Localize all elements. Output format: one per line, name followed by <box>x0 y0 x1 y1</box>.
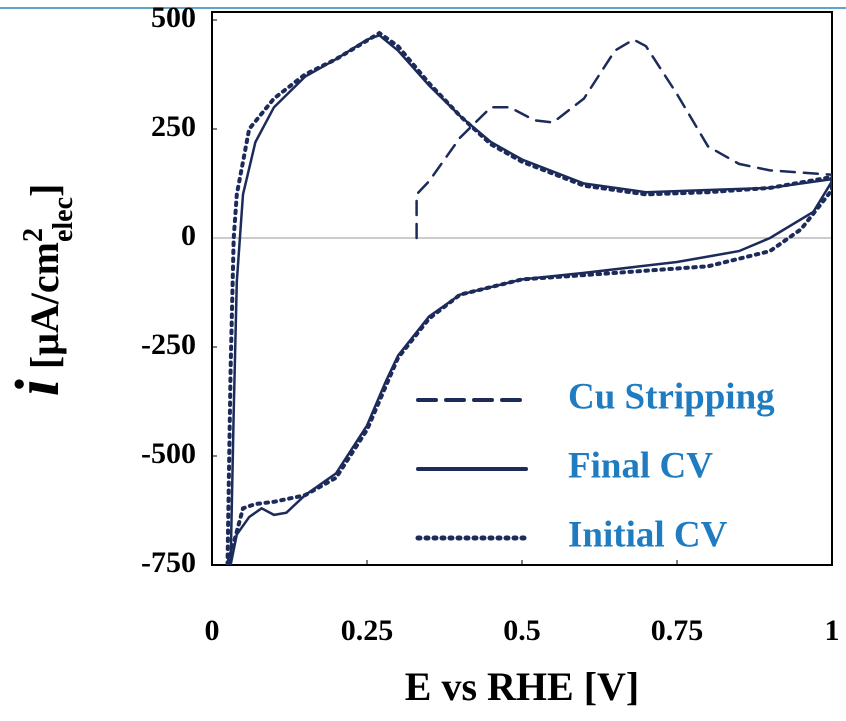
x-axis-title: E vs RHE [V] <box>405 664 639 709</box>
y-sub: elec <box>48 197 79 242</box>
y-close: ] <box>22 184 67 197</box>
legend-label: Final CV <box>568 445 713 486</box>
y-tick-label: 0 <box>181 219 196 252</box>
y-tick-label: -750 <box>141 546 196 579</box>
plot-frame <box>211 11 833 566</box>
legend-label: Cu Stripping <box>568 376 775 417</box>
series-line <box>225 30 832 565</box>
y-tick-label: -250 <box>141 328 196 361</box>
x-tick-label: 0.75 <box>651 614 704 647</box>
x-tick-label: 1 <box>825 614 840 647</box>
x-tick-label: 0.25 <box>341 614 394 647</box>
y-tick-label: -500 <box>141 437 196 470</box>
y-symbol: i <box>4 379 72 396</box>
x-tick-label: 0.5 <box>503 614 541 647</box>
x-tick-label: 0 <box>205 614 220 647</box>
series-line <box>229 33 832 565</box>
y-unit: [μA/cm <box>22 242 67 369</box>
series-line <box>415 38 832 240</box>
y-axis-title: i [μA/cm2elec] <box>4 184 79 397</box>
legend-label: Initial CV <box>568 514 728 555</box>
y-tick-label: 250 <box>151 110 196 143</box>
y-tick-label: 500 <box>151 1 196 34</box>
y-sup: 2 <box>18 228 49 242</box>
